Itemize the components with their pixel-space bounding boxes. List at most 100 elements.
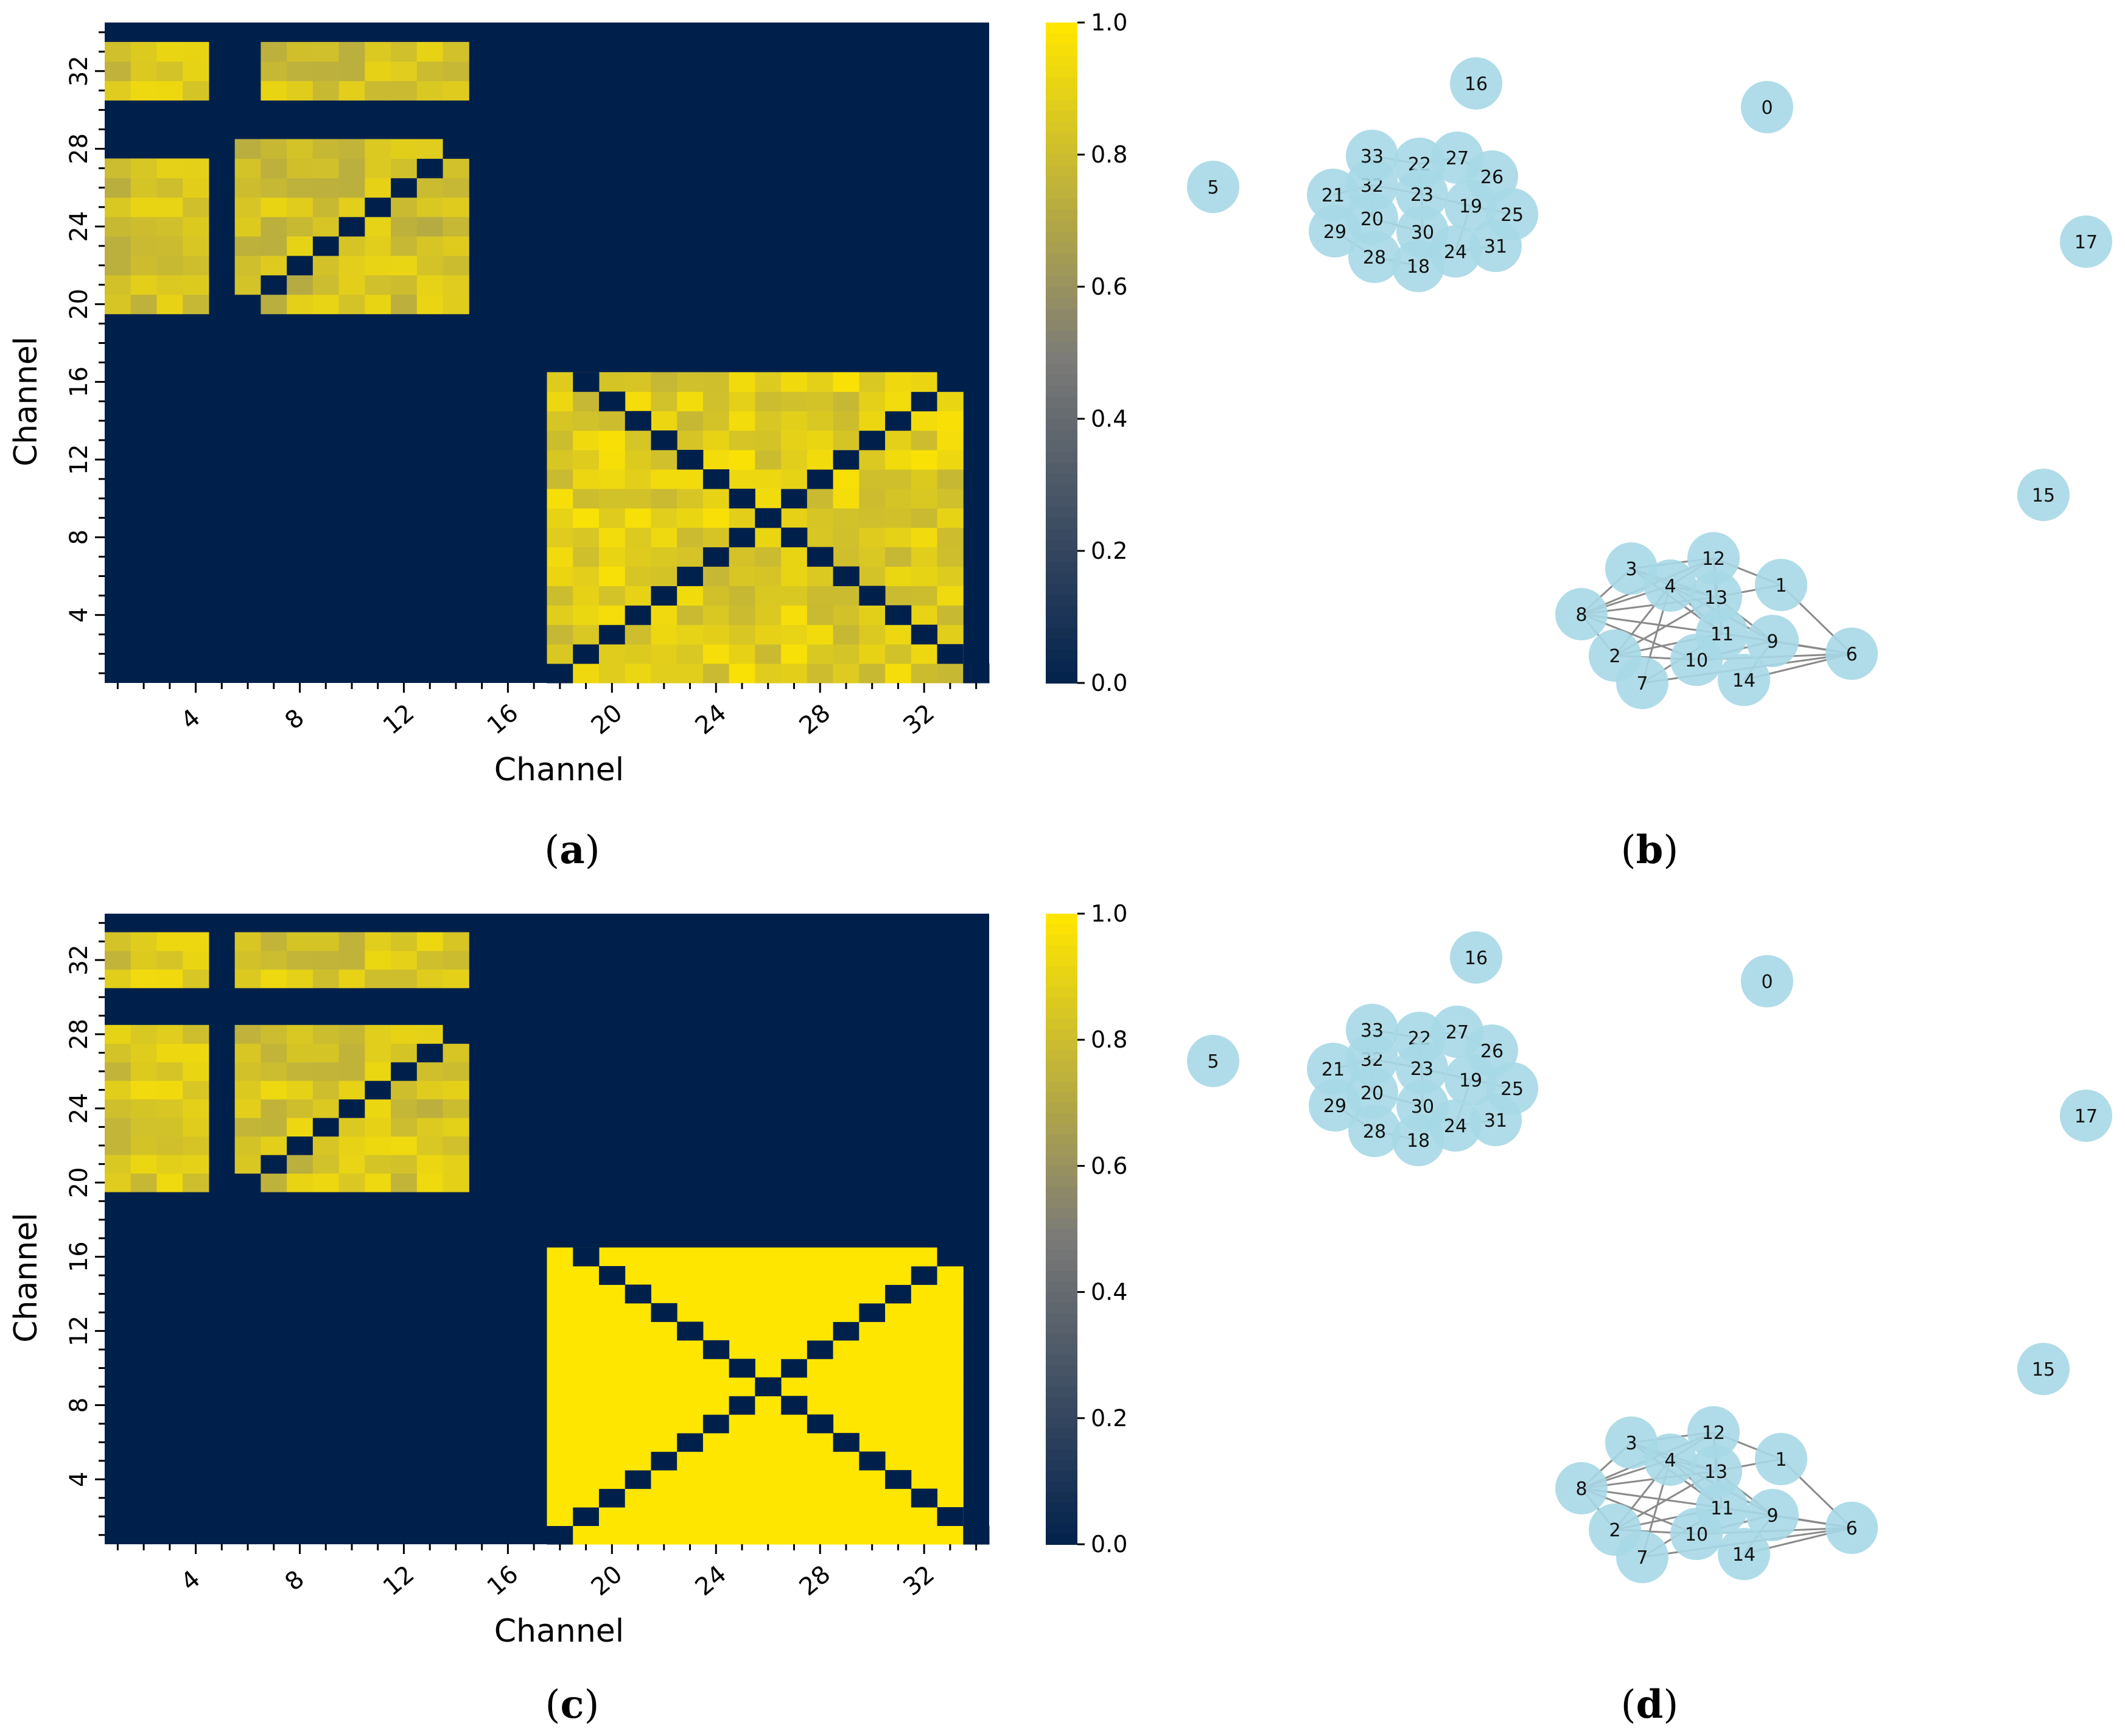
heatmap-cell — [130, 41, 157, 62]
heatmap-cell — [807, 1488, 834, 1508]
heatmap-cell — [755, 391, 782, 411]
node-circle — [1690, 571, 1742, 623]
heatmap-cell — [443, 1080, 469, 1100]
heatmap-cell — [702, 1470, 730, 1489]
network-node-6: 6 — [1826, 1502, 1878, 1554]
heatmap-cell — [287, 294, 313, 315]
heatmap-cell — [105, 80, 131, 101]
heatmap-cell — [859, 605, 886, 625]
heatmap-cell — [859, 1265, 886, 1285]
heatmap-cell — [729, 1377, 755, 1396]
x-tick-label: 8 — [280, 1565, 310, 1597]
heatmap-cell — [130, 1136, 157, 1155]
heatmap-cell — [937, 663, 964, 684]
panel-label-b: (b) — [1621, 827, 1679, 873]
heatmap-cell — [885, 1303, 912, 1322]
node-circle — [1346, 1004, 1398, 1056]
node-circle — [1348, 231, 1401, 283]
heatmap-cell — [677, 527, 704, 548]
heatmap-cell — [885, 1359, 912, 1378]
heatmap-cell — [183, 1118, 209, 1137]
heatmap-cell — [729, 663, 755, 684]
heatmap-cell — [729, 1321, 755, 1341]
heatmap-cell — [937, 1488, 964, 1508]
y-tick-label: 4 — [65, 607, 93, 623]
heatmap-cell — [937, 547, 964, 567]
heatmap-cell — [443, 294, 469, 315]
node-circle — [1469, 220, 1522, 272]
heatmap-cell — [677, 1396, 704, 1415]
colorbar-step — [1046, 66, 1077, 79]
heatmap-cell — [625, 547, 651, 567]
y-tick-label: 8 — [65, 530, 93, 545]
heatmap-cell — [625, 625, 651, 645]
heatmap-cell — [885, 1451, 912, 1471]
heatmap-cell — [234, 1118, 261, 1137]
heatmap-cell — [547, 1414, 573, 1433]
heatmap-cell — [573, 1488, 600, 1508]
colorbar-step — [1046, 1533, 1077, 1545]
y-tick-label: 32 — [65, 945, 93, 976]
heatmap-cell — [156, 1118, 183, 1137]
network-node-23: 23 — [1396, 168, 1448, 220]
colorbar-step — [1046, 573, 1077, 585]
heatmap-cell — [443, 1043, 469, 1063]
colorbar-step — [1046, 166, 1077, 178]
node-label: 3 — [1625, 1433, 1637, 1454]
colorbar-step — [1046, 966, 1077, 978]
heatmap-cell — [443, 1024, 469, 1044]
heatmap-cell — [833, 1414, 859, 1433]
heatmap-cell — [130, 1080, 157, 1100]
heatmap-cell — [651, 1340, 677, 1359]
heatmap-cell — [130, 217, 157, 237]
heatmap-cell — [911, 547, 938, 567]
heatmap-cell — [547, 1303, 573, 1322]
node-circle — [1755, 1433, 1807, 1485]
y-tick-label: 20 — [65, 289, 93, 320]
heatmap-cell — [755, 663, 782, 684]
heatmap-cell — [651, 1377, 677, 1396]
y-tick-label: 12 — [65, 1315, 93, 1346]
heatmap-cell — [156, 969, 183, 989]
heatmap-cell — [625, 450, 651, 470]
heatmap-cell — [338, 275, 365, 295]
heatmap-cell — [702, 1507, 730, 1527]
node-circle — [1746, 615, 1799, 667]
node-circle — [1687, 1406, 1740, 1458]
heatmap-cell — [365, 158, 391, 178]
colorbar-step — [1046, 1176, 1077, 1188]
heatmap-cell — [937, 508, 964, 528]
heatmap-cell — [416, 950, 444, 970]
y-axis-title: Channel — [8, 1213, 44, 1342]
heatmap-cell — [833, 450, 859, 470]
panel-label-d: (d) — [1621, 1682, 1679, 1727]
heatmap-cell — [598, 1321, 626, 1341]
heatmap-cell — [911, 1396, 938, 1415]
heatmap-cell — [416, 197, 444, 217]
heatmap-cell — [443, 61, 469, 82]
node-circle — [1746, 1489, 1799, 1541]
heatmap-cell — [416, 969, 444, 989]
heatmap-cell — [156, 178, 183, 198]
heatmap-cell — [833, 1303, 859, 1322]
heatmap-cell — [859, 1247, 886, 1267]
minor-ticks — [95, 31, 978, 693]
colorbar-step — [1046, 1491, 1077, 1503]
heatmap-cell — [130, 80, 157, 101]
heatmap-cell — [443, 950, 469, 970]
heatmap-cell — [677, 1507, 704, 1527]
colorbar-step — [1046, 419, 1077, 431]
heatmap-cell — [911, 469, 938, 489]
heatmap-cell — [677, 1284, 704, 1304]
node-label: 7 — [1636, 673, 1648, 695]
colorbar-step — [1046, 1313, 1077, 1325]
heatmap-cell — [261, 217, 287, 237]
colorbar-step — [1046, 1050, 1077, 1062]
heatmap-cell — [625, 1340, 651, 1359]
colorbar-step — [1046, 1481, 1077, 1493]
heatmap-cell — [833, 547, 859, 567]
heatmap-cell — [547, 1470, 573, 1489]
colorbar-step — [1046, 1449, 1077, 1461]
heatmap-cell — [391, 950, 418, 970]
colorbar-step — [1046, 998, 1077, 1009]
